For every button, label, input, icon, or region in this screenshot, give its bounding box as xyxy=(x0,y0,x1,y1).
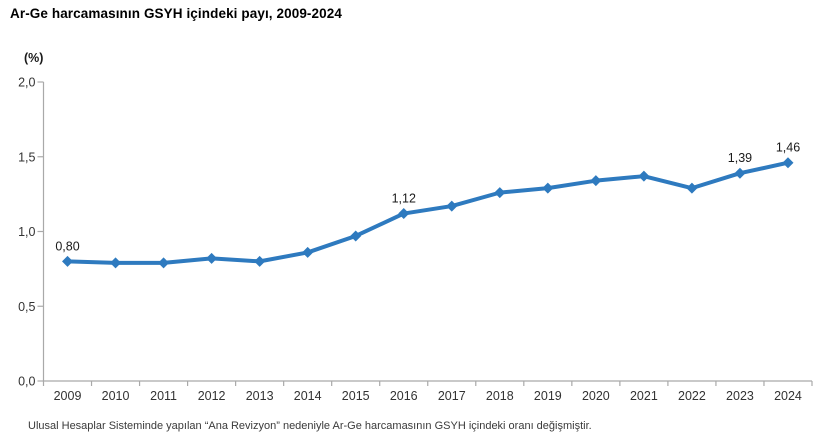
footnote: Ulusal Hesaplar Sisteminde yapılan “Ana … xyxy=(28,420,592,432)
data-point-marker xyxy=(350,230,362,242)
y-tick-label: 1,0 xyxy=(18,225,35,239)
data-point-marker xyxy=(542,182,554,194)
data-point-label: 0,80 xyxy=(55,239,79,253)
x-tick-label: 2019 xyxy=(534,389,562,403)
data-point-marker xyxy=(446,200,458,212)
chart-title: Ar-Ge harcamasının GSYH içindeki payı, 2… xyxy=(10,6,342,21)
data-point-marker xyxy=(398,208,410,220)
x-tick-label: 2020 xyxy=(582,389,610,403)
data-point-label: 1,39 xyxy=(728,151,752,165)
x-tick-label: 2021 xyxy=(630,389,658,403)
data-point-marker xyxy=(302,246,314,258)
data-point-marker xyxy=(734,167,746,179)
data-point-marker xyxy=(638,170,650,182)
data-point-label: 1,12 xyxy=(392,192,416,206)
data-point-marker xyxy=(590,175,602,187)
x-tick-label: 2011 xyxy=(150,389,177,403)
data-point-marker xyxy=(206,252,218,264)
x-tick-label: 2017 xyxy=(438,389,466,403)
y-tick-label: 1,5 xyxy=(18,150,35,164)
x-tick-label: 2018 xyxy=(486,389,514,403)
x-tick-label: 2013 xyxy=(246,389,274,403)
data-point-marker xyxy=(62,255,74,267)
y-tick-label: 0,0 xyxy=(18,375,35,389)
x-tick-label: 2022 xyxy=(678,389,706,403)
data-point-marker xyxy=(158,257,170,269)
x-tick-label: 2023 xyxy=(726,389,754,403)
x-tick-label: 2024 xyxy=(774,389,802,403)
data-point-marker xyxy=(686,182,698,194)
x-tick-label: 2016 xyxy=(390,389,418,403)
data-point-marker xyxy=(494,187,506,199)
data-line xyxy=(65,160,790,265)
x-tick-label: 2009 xyxy=(54,389,82,403)
data-point-marker xyxy=(110,257,122,269)
y-axis-unit-label: (%) xyxy=(24,51,44,65)
x-tick-label: 2014 xyxy=(294,389,322,403)
data-point-marker xyxy=(782,157,794,169)
x-tick-label: 2012 xyxy=(198,389,226,403)
x-tick-label: 2010 xyxy=(102,389,130,403)
x-tick-label: 2015 xyxy=(342,389,370,403)
y-tick-label: 0,5 xyxy=(18,300,35,314)
data-point-label: 1,46 xyxy=(776,141,800,155)
data-point-marker xyxy=(254,255,266,267)
y-tick-label: 2,0 xyxy=(18,76,35,90)
